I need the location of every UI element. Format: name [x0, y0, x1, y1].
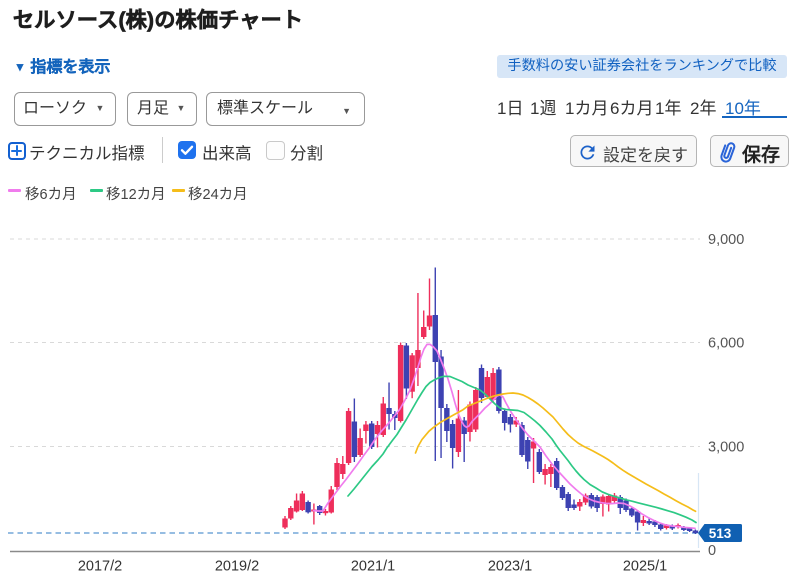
svg-text:9,000: 9,000 — [708, 232, 744, 248]
svg-text:513: 513 — [709, 526, 732, 541]
svg-text:3,000: 3,000 — [708, 440, 744, 456]
svg-text:2021/1: 2021/1 — [351, 559, 395, 575]
svg-text:2023/1: 2023/1 — [488, 559, 532, 575]
svg-text:0: 0 — [708, 543, 716, 559]
svg-text:6,000: 6,000 — [708, 336, 744, 352]
svg-text:2025/1: 2025/1 — [623, 559, 667, 575]
svg-text:2019/2: 2019/2 — [215, 559, 259, 575]
svg-text:2017/2: 2017/2 — [78, 559, 122, 575]
